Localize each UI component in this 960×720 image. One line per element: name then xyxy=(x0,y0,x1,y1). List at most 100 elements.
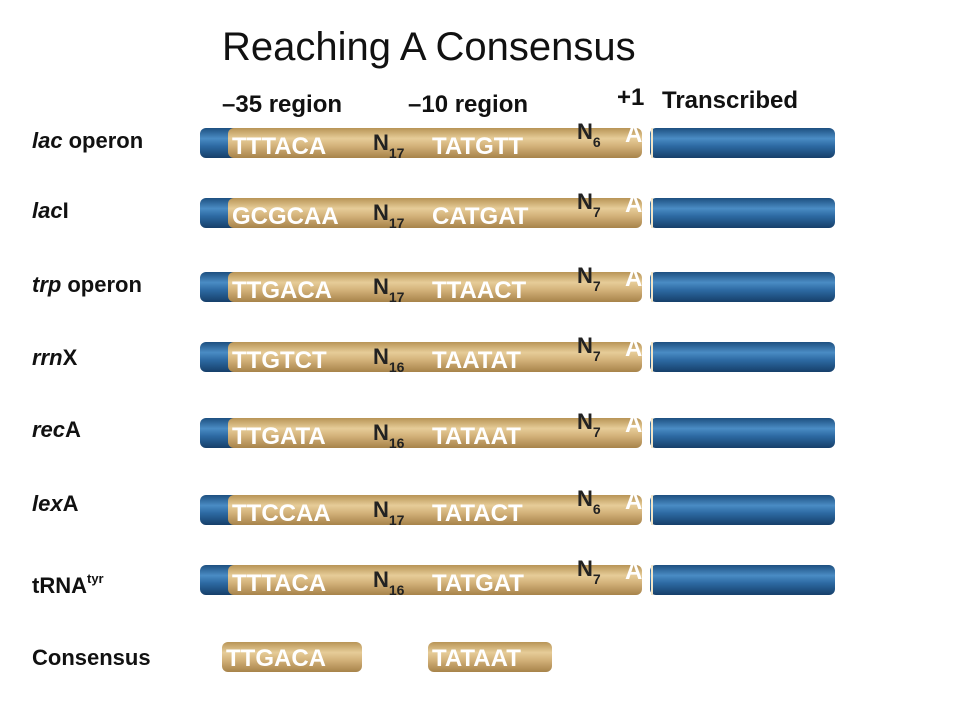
spacer2: N7 xyxy=(577,556,601,587)
spacer1: N17 xyxy=(373,130,405,161)
gene-label: lexA xyxy=(32,491,79,516)
gene-sup: tyr xyxy=(87,571,104,586)
spacer2: N7 xyxy=(577,189,601,220)
gene-label: rrnX xyxy=(32,345,78,370)
spacer-letter: N xyxy=(577,556,593,581)
box35: TTGATA xyxy=(232,423,326,450)
box10: TATAAT xyxy=(432,423,521,450)
box10: TATGAT xyxy=(432,570,524,597)
spacer-sub: 7 xyxy=(593,571,601,587)
spacer-sub: 16 xyxy=(389,359,405,375)
dna-segment xyxy=(650,418,835,448)
spacer2: N6 xyxy=(577,119,601,150)
spacer-letter: N xyxy=(373,567,389,592)
spacer-sub: 7 xyxy=(593,204,601,220)
spacer-sub: 17 xyxy=(389,512,405,528)
spacer-letter: N xyxy=(577,263,593,288)
spacer2: N6 xyxy=(577,486,601,517)
start-base: A xyxy=(625,265,642,292)
spacer-letter: N xyxy=(373,497,389,522)
gene-rest: operon xyxy=(69,128,144,153)
dna-segment xyxy=(650,198,835,228)
dna-segment xyxy=(650,342,835,372)
dna-segment xyxy=(228,128,642,158)
spacer2: N7 xyxy=(577,409,601,440)
spacer-letter: N xyxy=(577,119,593,144)
start-base: A xyxy=(625,121,642,148)
spacer-sub: 16 xyxy=(389,582,405,598)
dna-segment xyxy=(228,272,642,302)
transcribed-header: Transcribed xyxy=(662,87,798,114)
box10: TAATAT xyxy=(432,347,521,374)
spacer-letter: N xyxy=(373,200,389,225)
spacer-sub: 7 xyxy=(593,348,601,364)
gene-label: trp operon xyxy=(32,272,142,297)
gene-label: recA xyxy=(32,417,81,442)
spacer-sub: 17 xyxy=(389,215,405,231)
gene-rest: X xyxy=(63,345,78,370)
dna-segment xyxy=(650,565,835,595)
start-base: A xyxy=(625,411,642,438)
dna-segment xyxy=(228,198,642,228)
box35: GCGCAA xyxy=(232,203,339,230)
region10-header: –10 region xyxy=(408,91,528,118)
dna-segment xyxy=(428,642,552,672)
spacer1: N17 xyxy=(373,497,405,528)
consensus-label: Consensus xyxy=(32,645,151,670)
box35: TTCCAA xyxy=(232,500,331,527)
dna-segment xyxy=(228,495,642,525)
spacer2: N7 xyxy=(577,333,601,364)
consensus-box35: TTGACA xyxy=(226,645,326,672)
spacer-letter: N xyxy=(577,333,593,358)
dna-segment xyxy=(650,128,835,158)
box35: TTTACA xyxy=(232,133,326,160)
start-base: A xyxy=(625,191,642,218)
box35: TTGTCT xyxy=(232,347,327,374)
gene-rest: A xyxy=(63,491,79,516)
gene-rest: operon xyxy=(67,272,142,297)
gene-label: lacI xyxy=(32,198,69,223)
gene-label: tRNAtyr xyxy=(32,571,104,598)
spacer-letter: N xyxy=(373,274,389,299)
gene-rest: A xyxy=(65,417,81,442)
spacer2: N7 xyxy=(577,263,601,294)
spacer1: N16 xyxy=(373,420,405,451)
start-base: A xyxy=(625,558,642,585)
spacer-sub: 6 xyxy=(593,134,601,150)
spacer-letter: N xyxy=(373,344,389,369)
gene-italic: trp xyxy=(32,272,61,297)
start-base: A xyxy=(625,488,642,515)
consensus-box10: TATAAT xyxy=(432,645,521,672)
gene-italic: lac xyxy=(32,128,63,153)
spacer1: N16 xyxy=(373,344,405,375)
dna-segment xyxy=(650,272,835,302)
gene-italic: rec xyxy=(32,417,65,442)
spacer-letter: N xyxy=(373,130,389,155)
gene-text: tRNA xyxy=(32,573,87,598)
spacer-sub: 17 xyxy=(389,145,405,161)
box35: TTGACA xyxy=(232,277,332,304)
box10: TATACT xyxy=(432,500,523,527)
spacer-letter: N xyxy=(577,189,593,214)
plus1-header: +1 xyxy=(617,84,644,111)
spacer1: N16 xyxy=(373,567,405,598)
spacer-sub: 7 xyxy=(593,278,601,294)
spacer-letter: N xyxy=(373,420,389,445)
spacer-sub: 17 xyxy=(389,289,405,305)
spacer1: N17 xyxy=(373,200,405,231)
spacer-letter: N xyxy=(577,486,593,511)
box35: TTTACA xyxy=(232,570,326,597)
gene-italic: lac xyxy=(32,198,63,223)
gene-italic: rrn xyxy=(32,345,63,370)
title: Reaching A Consensus xyxy=(222,25,636,69)
region35-header: –35 region xyxy=(222,91,342,118)
spacer-sub: 6 xyxy=(593,501,601,517)
gene-italic: lex xyxy=(32,491,63,516)
dna-segment xyxy=(228,418,642,448)
box10: CATGAT xyxy=(432,203,529,230)
gene-label: lac operon xyxy=(32,128,143,153)
box10: TTAACT xyxy=(432,277,527,304)
dna-segment xyxy=(228,565,642,595)
spacer1: N17 xyxy=(373,274,405,305)
